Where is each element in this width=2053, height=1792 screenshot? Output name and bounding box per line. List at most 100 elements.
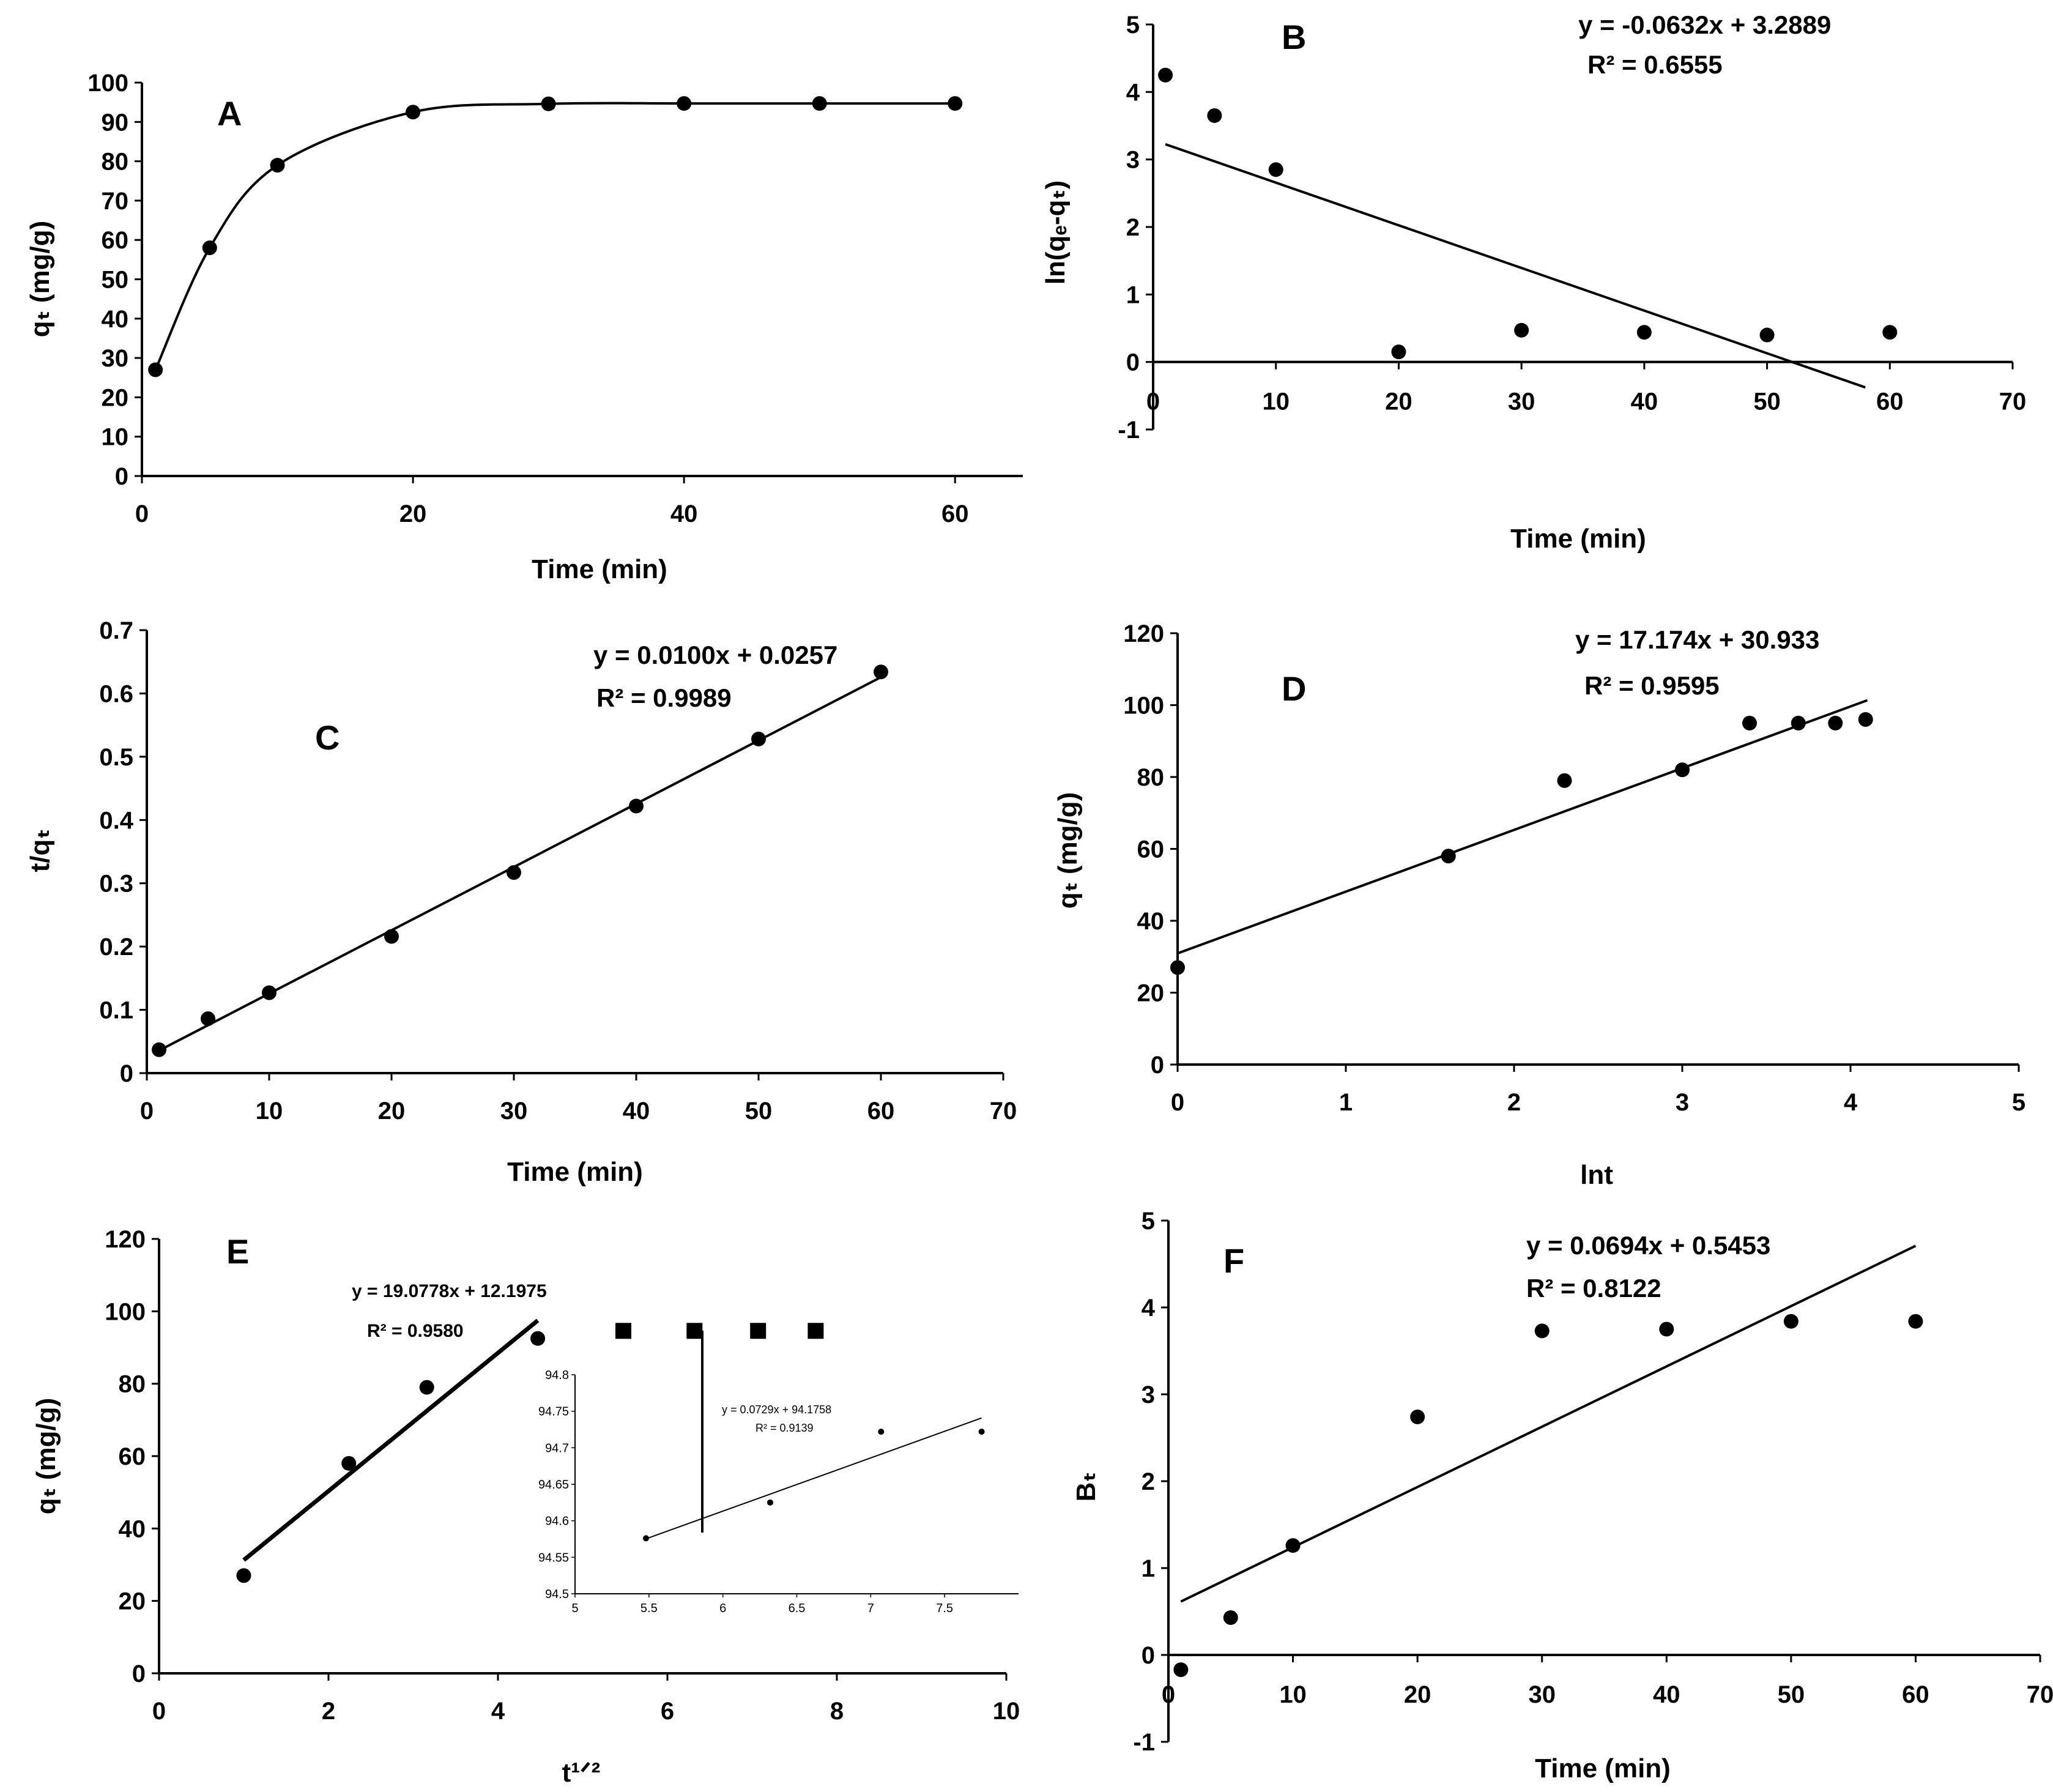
- y-axis-label: ln(qₑ-qₜ): [1041, 180, 1071, 284]
- data-point: [1557, 773, 1572, 788]
- x-axis-label: Time (min): [1510, 524, 1646, 554]
- data-point: [1268, 162, 1283, 177]
- y-tick-label: 80: [1137, 764, 1165, 791]
- y-tick-label: 100: [1123, 693, 1164, 719]
- data-point: [1675, 762, 1690, 778]
- data-point: [948, 96, 963, 111]
- y-tick-label: 0.6: [99, 680, 133, 707]
- x-tick-label: 10: [256, 1098, 283, 1125]
- data-point: [530, 1331, 546, 1346]
- panel-label: D: [1282, 669, 1306, 708]
- x-tick-label: 10: [1262, 389, 1290, 415]
- data-point: [152, 1042, 166, 1057]
- data-point: [270, 158, 285, 173]
- data-point: [751, 731, 766, 746]
- y-tick-label: 60: [119, 1443, 146, 1470]
- inset-x-tick-label: 6.5: [789, 1602, 806, 1615]
- x-tick-label: 60: [1876, 389, 1904, 415]
- y-tick-label: 100: [105, 1298, 146, 1325]
- data-point: [615, 1323, 631, 1339]
- y-tick-label: 3: [1142, 1381, 1155, 1408]
- y-tick-label: 0: [1126, 349, 1140, 376]
- fit-line: [1177, 699, 1868, 955]
- data-point: [1759, 327, 1775, 343]
- x-tick-label: 10: [993, 1698, 1020, 1725]
- x-tick-label: 60: [941, 500, 969, 527]
- data-point: [807, 1323, 824, 1339]
- y-tick-label: 0: [132, 1660, 146, 1687]
- fit-equation: y = 0.0100x + 0.0257: [593, 641, 837, 669]
- y-axis-label: qₜ (mg/g): [31, 1398, 61, 1515]
- x-tick-label: 5: [2012, 1089, 2025, 1116]
- fit-line: [242, 1318, 540, 1562]
- fit-equation: y = 0.0694x + 0.5453: [1526, 1231, 1770, 1260]
- x-tick-label: 50: [1753, 389, 1781, 415]
- data-point: [1285, 1538, 1301, 1553]
- fit-r-squared: R² = 0.6555: [1587, 50, 1723, 79]
- data-point: [686, 1323, 703, 1339]
- x-tick-label: 0: [1171, 1089, 1184, 1116]
- y-axis-label: t/qₜ: [25, 829, 55, 872]
- fit-equation: y = 19.0778x + 12.1975: [352, 1281, 547, 1301]
- y-tick-label: 0: [120, 1060, 133, 1087]
- y-tick-label: -1: [1118, 417, 1140, 444]
- data-point: [1410, 1409, 1425, 1424]
- y-tick-label: 40: [102, 306, 129, 333]
- x-tick-label: 20: [378, 1098, 406, 1125]
- data-point: [1173, 1662, 1189, 1678]
- x-tick-label: 20: [1404, 1681, 1431, 1708]
- x-tick-label: 60: [867, 1098, 895, 1125]
- y-tick-label: 2: [1126, 214, 1140, 241]
- x-tick-label: 0: [135, 500, 149, 527]
- x-tick-label: 0: [1146, 389, 1160, 415]
- chart-panel-c: 0 0.1 0.2 0.3 0.4 0.5 0.6 0.7 0 10 20 30 40 50 60 70 Tim…: [25, 617, 1017, 1187]
- x-tick-label: 6: [661, 1698, 674, 1725]
- y-tick-label: 60: [1137, 836, 1165, 863]
- fit-r-squared: R² = 0.9580: [367, 1321, 464, 1341]
- y-tick-label: 20: [119, 1588, 146, 1615]
- inset-y-tick-label: 94.55: [538, 1551, 569, 1564]
- y-tick-label: 5: [1142, 1208, 1155, 1235]
- fit-r-squared: R² = 0.9595: [1584, 671, 1720, 700]
- x-axis-label: t¹ᐟ²: [562, 1758, 601, 1788]
- x-tick-label: 70: [2027, 1681, 2053, 1708]
- inset-fit-r-squared: R² = 0.9139: [755, 1422, 814, 1434]
- data-point: [1534, 1323, 1550, 1339]
- inset-x-tick-label: 5.5: [640, 1602, 658, 1615]
- y-tick-label: 40: [1137, 908, 1165, 935]
- x-tick-label: 10: [1279, 1681, 1307, 1708]
- y-tick-label: 80: [102, 149, 129, 176]
- panel-label: F: [1223, 1241, 1244, 1280]
- panel-label: B: [1282, 18, 1306, 56]
- y-tick-label: -1: [1133, 1729, 1155, 1756]
- data-point: [148, 362, 163, 377]
- y-tick-label: 0.2: [99, 934, 133, 961]
- inset-x-tick-label: 7.5: [936, 1602, 953, 1615]
- x-tick-label: 60: [1902, 1681, 1929, 1708]
- panel-label: C: [315, 718, 340, 757]
- y-tick-label: 80: [119, 1371, 146, 1398]
- y-tick-label: 10: [102, 424, 129, 451]
- inset-y-tick-label: 94.8: [545, 1369, 569, 1382]
- y-tick-label: 1: [1126, 281, 1140, 308]
- data-point: [1391, 344, 1406, 360]
- x-tick-label: 70: [990, 1098, 1017, 1125]
- data-point: [1514, 322, 1529, 338]
- fit-line: [1165, 143, 1866, 389]
- y-tick-label: 40: [119, 1515, 146, 1542]
- data-point: [750, 1323, 767, 1339]
- y-tick-label: 2: [1142, 1468, 1155, 1495]
- inset-fit-equation: y = 0.0729x + 94.1758: [722, 1403, 831, 1416]
- data-point: [874, 664, 888, 680]
- y-axis-label: qₜ (mg/g): [1053, 792, 1083, 909]
- y-tick-label: 4: [1142, 1295, 1156, 1322]
- data-point: [384, 929, 399, 944]
- x-tick-label: 40: [623, 1098, 650, 1125]
- data-point: [1170, 960, 1185, 975]
- fit-r-squared: R² = 0.9989: [596, 683, 732, 712]
- x-axis-label: Time (min): [507, 1157, 643, 1187]
- data-point: [541, 96, 556, 111]
